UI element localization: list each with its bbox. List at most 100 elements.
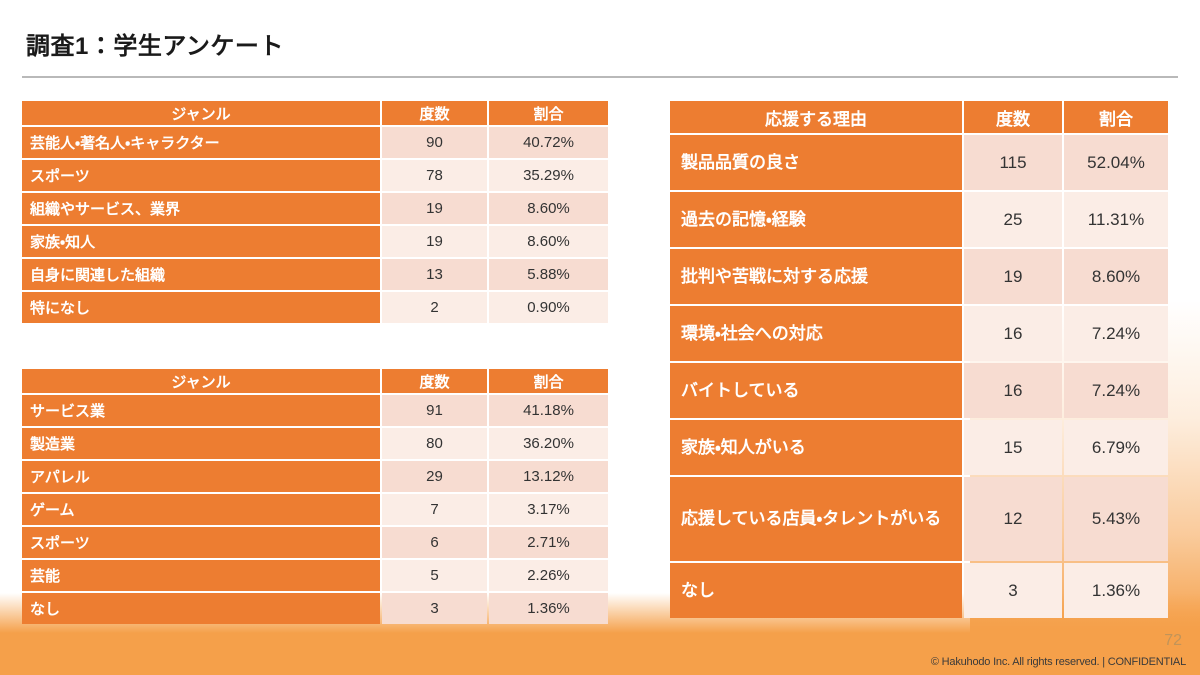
- row-count: 80: [382, 428, 487, 459]
- table-reasons: 応援する理由 度数 割合 製品品質の良さ 115 52.04% 過去の記憶・経験 25 1…: [668, 99, 1170, 620]
- row-percent: 13.12%: [489, 461, 608, 492]
- page-number: 72: [1164, 632, 1182, 649]
- row-count: 6: [382, 527, 487, 558]
- row-label: スポーツ: [22, 160, 380, 191]
- row-count: 25: [964, 192, 1062, 247]
- row-label: 特になし: [22, 292, 380, 323]
- column-header-count: 度数: [382, 369, 487, 393]
- row-label: バイトしている: [670, 363, 962, 418]
- row-count: 90: [382, 127, 487, 158]
- table-row: なし 3 1.36%: [22, 593, 608, 624]
- row-label: 環境・社会への対応: [670, 306, 962, 361]
- row-count: 16: [964, 363, 1062, 418]
- row-label: ゲーム: [22, 494, 380, 525]
- row-label: なし: [670, 563, 962, 618]
- column-header-count: 度数: [382, 101, 487, 125]
- table-row: 応援している店員・タレントがいる 12 5.43%: [670, 477, 1168, 561]
- column-header-pct: 割合: [1064, 101, 1168, 133]
- row-label: 芸能: [22, 560, 380, 591]
- row-count: 16: [964, 306, 1062, 361]
- table-row: 組織やサービス、業界 19 8.60%: [22, 193, 608, 224]
- row-label: 家族・知人: [22, 226, 380, 257]
- column-header-genre: ジャンル: [22, 369, 380, 393]
- row-count: 7: [382, 494, 487, 525]
- row-label: 過去の記憶・経験: [670, 192, 962, 247]
- row-percent: 41.18%: [489, 395, 608, 426]
- row-label: 応援している店員・タレントがいる: [670, 477, 962, 561]
- row-percent: 2.26%: [489, 560, 608, 591]
- row-percent: 1.36%: [1064, 563, 1168, 618]
- table-genre-support: ジャンル 度数 割合 芸能人・著名人・キャラクター 90 40.72% スポーツ 78 3…: [20, 99, 610, 325]
- table-row: 製品品質の良さ 115 52.04%: [670, 135, 1168, 190]
- row-label: なし: [22, 593, 380, 624]
- table-header-row: 応援する理由 度数 割合: [670, 101, 1168, 133]
- row-percent: 7.24%: [1064, 363, 1168, 418]
- row-percent: 5.88%: [489, 259, 608, 290]
- column-header-pct: 割合: [489, 101, 608, 125]
- table-row: サービス業 91 41.18%: [22, 395, 608, 426]
- row-percent: 40.72%: [489, 127, 608, 158]
- table-body: 製品品質の良さ 115 52.04% 過去の記憶・経験 25 11.31% 批判や苦戦に対す…: [670, 135, 1168, 618]
- row-percent: 1.36%: [489, 593, 608, 624]
- table-header-row: ジャンル 度数 割合: [22, 369, 608, 393]
- table-row: 家族・知人 19 8.60%: [22, 226, 608, 257]
- table-row: 特になし 2 0.90%: [22, 292, 608, 323]
- page-title: 調査1：学生アンケート: [26, 33, 284, 60]
- column-header-genre: ジャンル: [22, 101, 380, 125]
- bottom-orange-band: [0, 633, 1200, 675]
- row-label: 批判や苦戦に対する応援: [670, 249, 962, 304]
- table-header-row: ジャンル 度数 割合: [22, 101, 608, 125]
- row-count: 78: [382, 160, 487, 191]
- row-percent: 8.60%: [489, 226, 608, 257]
- row-count: 5: [382, 560, 487, 591]
- table-row: 製造業 80 36.20%: [22, 428, 608, 459]
- table-row: 過去の記憶・経験 25 11.31%: [670, 192, 1168, 247]
- table-row: スポーツ 6 2.71%: [22, 527, 608, 558]
- table-row: スポーツ 78 35.29%: [22, 160, 608, 191]
- row-percent: 8.60%: [1064, 249, 1168, 304]
- table-body: 芸能人・著名人・キャラクター 90 40.72% スポーツ 78 35.29% 組織やサービ…: [22, 127, 608, 323]
- row-count: 19: [382, 226, 487, 257]
- row-count: 29: [382, 461, 487, 492]
- table-genre-industry: ジャンル 度数 割合 サービス業 91 41.18% 製造業 80 36.20% アパレル 2…: [20, 367, 610, 626]
- copyright-notice: © Hakuhodo Inc. All rights reserved. | C…: [930, 656, 1186, 668]
- table-body: サービス業 91 41.18% 製造業 80 36.20% アパレル 29 13.12% ゲーム 7…: [22, 395, 608, 624]
- row-count: 19: [964, 249, 1062, 304]
- row-percent: 8.60%: [489, 193, 608, 224]
- row-percent: 5.43%: [1064, 477, 1168, 561]
- table-row: 批判や苦戦に対する応援 19 8.60%: [670, 249, 1168, 304]
- row-percent: 36.20%: [489, 428, 608, 459]
- row-count: 115: [964, 135, 1062, 190]
- title-divider: [22, 76, 1178, 78]
- row-count: 3: [964, 563, 1062, 618]
- row-count: 91: [382, 395, 487, 426]
- row-label: 芸能人・著名人・キャラクター: [22, 127, 380, 158]
- row-count: 15: [964, 420, 1062, 475]
- column-header-count: 度数: [964, 101, 1062, 133]
- table-row: 環境・社会への対応 16 7.24%: [670, 306, 1168, 361]
- row-label: アパレル: [22, 461, 380, 492]
- row-count: 2: [382, 292, 487, 323]
- row-percent: 6.79%: [1064, 420, 1168, 475]
- table-row: アパレル 29 13.12%: [22, 461, 608, 492]
- row-label: スポーツ: [22, 527, 380, 558]
- slide-header: 調査1：学生アンケート: [0, 0, 1200, 86]
- row-percent: 0.90%: [489, 292, 608, 323]
- row-percent: 11.31%: [1064, 192, 1168, 247]
- table-row: ゲーム 7 3.17%: [22, 494, 608, 525]
- table-row: 芸能人・著名人・キャラクター 90 40.72%: [22, 127, 608, 158]
- table-row: なし 3 1.36%: [670, 563, 1168, 618]
- row-percent: 35.29%: [489, 160, 608, 191]
- row-label: 家族・知人がいる: [670, 420, 962, 475]
- row-count: 13: [382, 259, 487, 290]
- table-row: 自身に関連した組織 13 5.88%: [22, 259, 608, 290]
- row-count: 3: [382, 593, 487, 624]
- table-row: 家族・知人がいる 15 6.79%: [670, 420, 1168, 475]
- row-label: 組織やサービス、業界: [22, 193, 380, 224]
- row-percent: 2.71%: [489, 527, 608, 558]
- column-header-pct: 割合: [489, 369, 608, 393]
- table-row: 芸能 5 2.26%: [22, 560, 608, 591]
- row-label: 製品品質の良さ: [670, 135, 962, 190]
- row-label: 製造業: [22, 428, 380, 459]
- row-percent: 52.04%: [1064, 135, 1168, 190]
